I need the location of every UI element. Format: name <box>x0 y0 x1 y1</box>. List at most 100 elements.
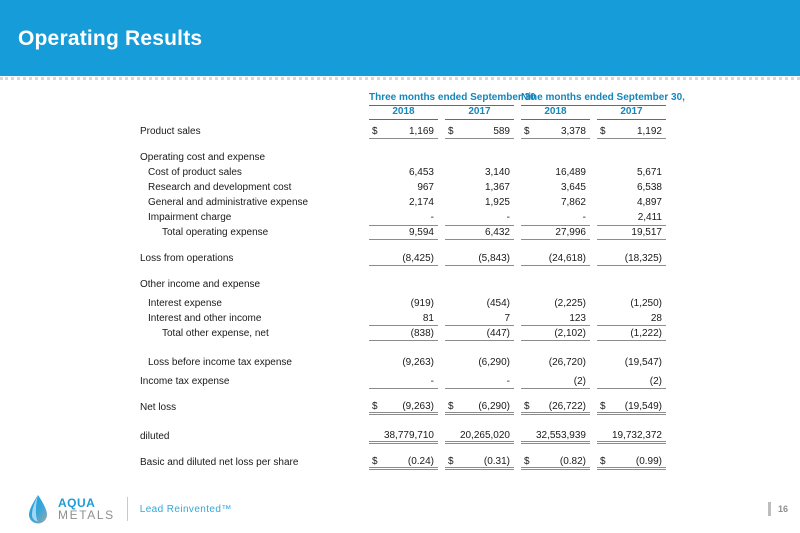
cell-value: 3,140 <box>484 167 510 178</box>
value-cell: 20,265,020 <box>445 429 514 444</box>
period-group-header: Three months ended September 30 <box>369 92 536 106</box>
row-label: Total other expense, net <box>162 328 269 339</box>
cell-value: 38,779,710 <box>383 429 434 441</box>
tagline-text: Lead Reinvented™ <box>139 503 232 515</box>
value-cell: (2,102) <box>521 326 590 341</box>
cell-value: (9,263) <box>402 357 434 368</box>
header-dotted-divider <box>0 77 800 80</box>
value-cell: 27,996 <box>521 225 590 240</box>
cell-value: - <box>430 375 434 387</box>
value-cell: 7,862 <box>521 195 590 210</box>
value-cell: 7 <box>445 311 514 326</box>
table-row: Cost of product sales 6,453 3,140 16,489 5,6… <box>140 165 680 180</box>
value-cell: 19,732,372 <box>597 429 666 444</box>
logo-metals-text: METALS <box>58 508 115 522</box>
table-year-header-row: 2018 2017 2018 2017 <box>140 106 680 120</box>
cell-value: 32,553,939 <box>535 429 586 441</box>
table-group-header-row: Three months ended September 30 Nine mont… <box>140 92 685 106</box>
year-header: 2018 <box>369 106 438 120</box>
value-cell: $589 <box>445 124 514 139</box>
droplet-icon <box>29 495 47 524</box>
currency-symbol: $ <box>524 455 530 467</box>
value-cell: $1,192 <box>597 124 666 139</box>
cell-value: 6,432 <box>484 227 510 238</box>
value-cell: (1,222) <box>597 326 666 341</box>
value-cell: 81 <box>369 311 438 326</box>
cell-value: (24,618) <box>548 252 586 264</box>
row-label: Interest expense <box>148 298 222 309</box>
page-number-block: 16 <box>767 502 788 516</box>
value-cell: 2,174 <box>369 195 438 210</box>
logo-aqua-text: AQUA <box>58 496 96 510</box>
value-cell: $ (9,263) <box>369 400 438 415</box>
value-cell: (24,618) <box>521 251 590 266</box>
header-band <box>0 0 800 76</box>
row-label: Basic and diluted net loss per share <box>140 457 299 468</box>
value-cell: - <box>369 210 438 225</box>
currency-symbol: $ <box>600 125 606 137</box>
cell-value: 6,453 <box>408 167 434 178</box>
cell-value: 589 <box>493 125 510 137</box>
value-cell: 1,925 <box>445 195 514 210</box>
value-cell: (447) <box>445 326 514 341</box>
cell-value: (447) <box>486 327 510 339</box>
row-label: Other income and expense <box>140 279 261 290</box>
currency-symbol: $ <box>600 455 606 467</box>
value-cell: $ (0.24) <box>369 455 438 470</box>
value-cell: - <box>445 210 514 225</box>
footer: AQUA METALS Lead Reinvented™ <box>25 494 232 524</box>
table-row: Impairment charge - - - 2,411 <box>140 210 680 225</box>
cell-value: - <box>430 212 434 223</box>
table-row: Other income and expense <box>140 277 680 292</box>
table-row: Basic and diluted net loss per share $ (0.… <box>140 455 680 470</box>
table-row: Interest expense (919) (454) (2,225) (1,250) <box>140 296 680 311</box>
cell-value: 4,897 <box>636 197 662 208</box>
value-cell: 9,594 <box>369 225 438 240</box>
cell-value: (1,222) <box>630 327 662 339</box>
cell-value: 3,645 <box>560 182 586 193</box>
cell-value: (6,290) <box>478 357 510 368</box>
table-row: Loss before income tax expense (9,263) (6,… <box>140 355 680 370</box>
cell-value: (6,290) <box>478 400 510 412</box>
cell-value: (19,547) <box>624 357 662 368</box>
row-label: General and administrative expense <box>148 197 309 208</box>
value-cell: (9,263) <box>369 355 438 370</box>
year-header: 2017 <box>597 106 666 120</box>
value-cell: - <box>521 210 590 225</box>
value-cell: 5,671 <box>597 165 666 180</box>
value-cell: - <box>445 374 514 389</box>
page-number-divider <box>767 502 771 516</box>
value-cell: $ (0.31) <box>445 455 514 470</box>
value-cell: (19,547) <box>597 355 666 370</box>
value-cell: (8,425) <box>369 251 438 266</box>
value-cell: (454) <box>445 296 514 311</box>
table-row: Loss from operations (8,425) (5,843) (24,61… <box>140 251 680 266</box>
currency-symbol: $ <box>524 125 530 137</box>
row-label: Research and development cost <box>148 182 292 193</box>
value-cell: (919) <box>369 296 438 311</box>
row-label: diluted <box>140 431 170 442</box>
value-cell: 2,411 <box>597 210 666 225</box>
page-number: 16 <box>777 504 788 514</box>
cell-value: - <box>506 375 510 387</box>
value-cell: 1,367 <box>445 180 514 195</box>
value-cell: - <box>369 374 438 389</box>
cell-value: (0.99) <box>635 455 662 467</box>
row-label: Cost of product sales <box>148 167 242 178</box>
table-row: Total operating expense 9,594 6,432 27,996 1… <box>140 225 680 240</box>
cell-value: (26,720) <box>548 357 586 368</box>
cell-value: (2) <box>649 375 662 387</box>
row-label: Loss before income tax expense <box>148 357 292 368</box>
row-label: Operating cost and expense <box>140 152 266 163</box>
cell-value: 1,192 <box>636 125 662 137</box>
currency-symbol: $ <box>448 400 454 412</box>
currency-symbol: $ <box>524 400 530 412</box>
table-row: General and administrative expense 2,174 1… <box>140 195 680 210</box>
row-label: Interest and other income <box>148 313 262 324</box>
cell-value: 7,862 <box>560 197 586 208</box>
row-label: Impairment charge <box>148 212 232 223</box>
value-cell: 3,645 <box>521 180 590 195</box>
cell-value: 16,489 <box>555 167 586 178</box>
period-group-header: Nine months ended September 30, <box>521 92 685 106</box>
cell-value: 3,378 <box>560 125 586 137</box>
